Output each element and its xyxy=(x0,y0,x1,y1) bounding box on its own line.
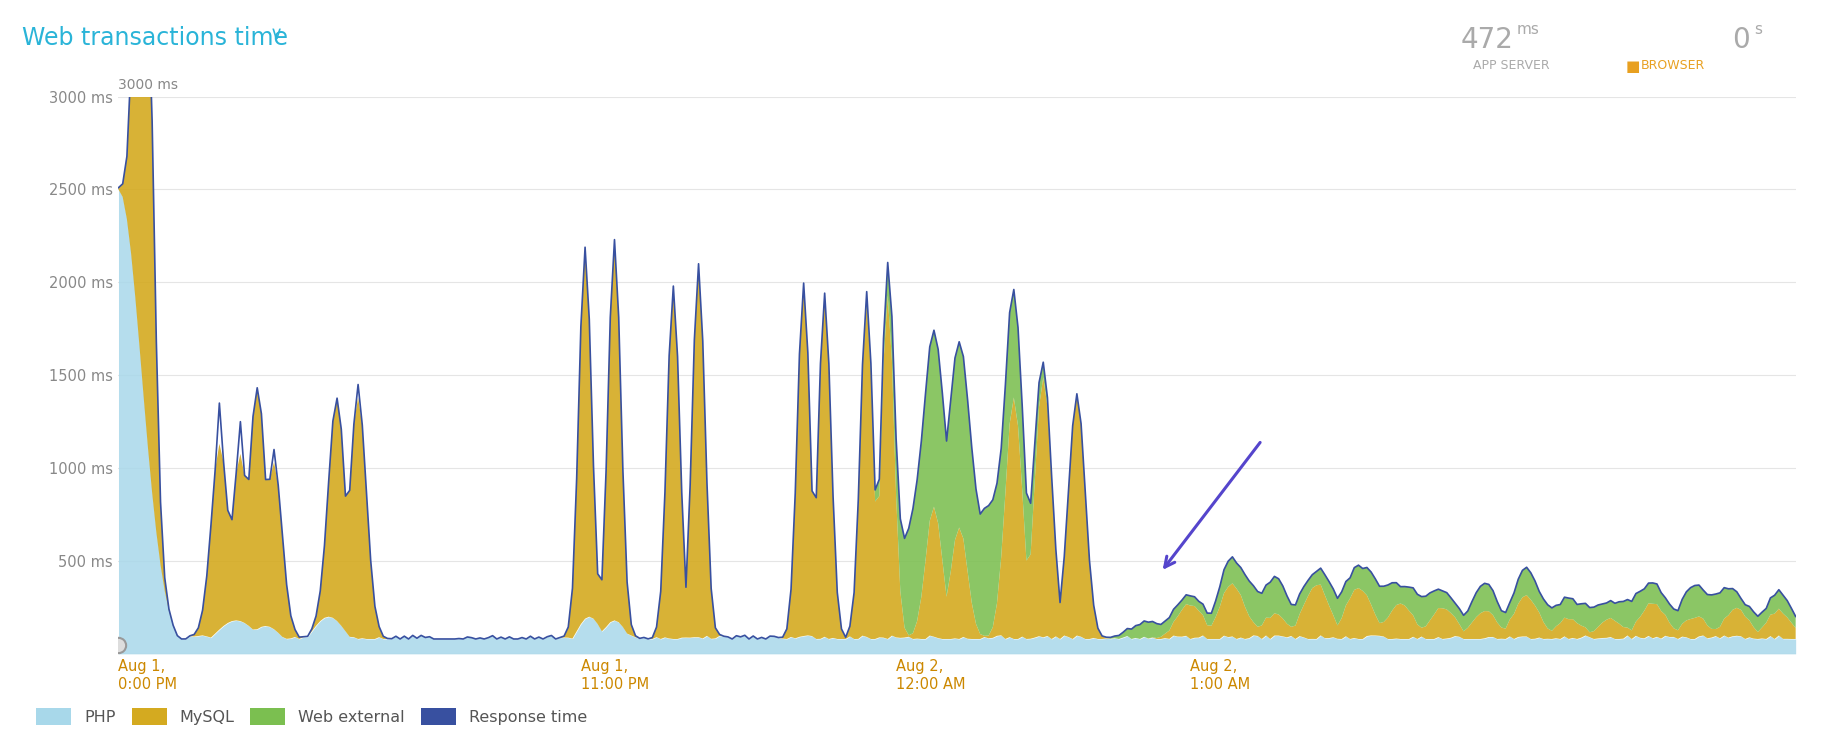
Text: 0: 0 xyxy=(1732,26,1750,54)
Text: 472: 472 xyxy=(1460,26,1513,54)
Text: ms: ms xyxy=(1517,22,1540,37)
Text: ■: ■ xyxy=(1626,59,1641,74)
Text: BROWSER: BROWSER xyxy=(1641,59,1705,72)
Text: Web transactions time: Web transactions time xyxy=(22,26,288,50)
Text: 3000 ms: 3000 ms xyxy=(118,78,179,92)
Text: APP SERVER: APP SERVER xyxy=(1473,59,1550,72)
Legend: PHP, MySQL, Web external, Response time: PHP, MySQL, Web external, Response time xyxy=(29,702,592,731)
Text: s: s xyxy=(1754,22,1761,37)
Text: ∨: ∨ xyxy=(270,25,283,42)
